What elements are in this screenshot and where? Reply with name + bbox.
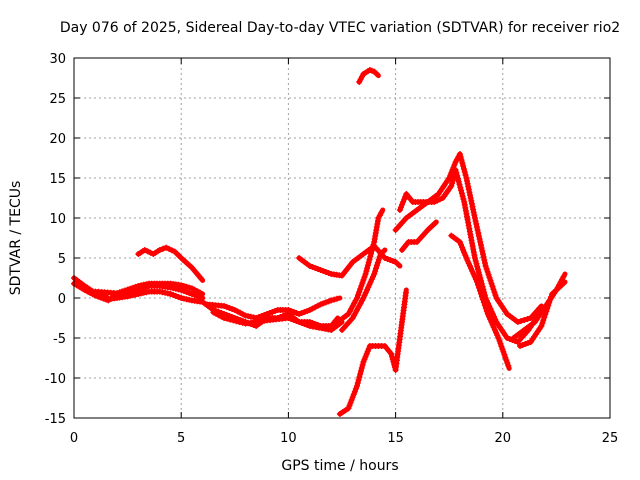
series-markers-track-d bbox=[448, 232, 512, 369]
y-tick-label: 30 bbox=[49, 52, 66, 67]
y-tick-label: 5 bbox=[58, 252, 66, 267]
series-markers-track-low bbox=[336, 289, 409, 417]
series-markers-track-late-b bbox=[517, 281, 566, 349]
series-markers-track-hi-b bbox=[396, 167, 541, 345]
ticks: 0 5 10 15 20 25 -15 -10 -5 0 5 10 15 20 25 30 bbox=[45, 52, 619, 446]
series-layer bbox=[71, 67, 568, 417]
series-markers-track-c bbox=[296, 243, 401, 279]
x-axis-label: GPS time / hours bbox=[281, 458, 398, 474]
y-tick-label: 25 bbox=[49, 92, 66, 107]
grid bbox=[74, 58, 610, 418]
x-tick-label: 15 bbox=[387, 431, 404, 446]
y-tick-label: 0 bbox=[58, 292, 66, 307]
series-markers-track-mid-c bbox=[210, 309, 343, 333]
series-markers-track-rise-a bbox=[334, 209, 385, 325]
series-markers-track-mid-b bbox=[203, 295, 340, 321]
y-axis-label: SDTVAR / TECUs bbox=[8, 181, 24, 296]
plot-frame bbox=[73, 57, 611, 419]
series-markers-track-hump bbox=[135, 244, 204, 282]
x-tick-label: 5 bbox=[177, 431, 185, 446]
series-markers-track-hi-a bbox=[392, 151, 543, 325]
y-tick-label: -10 bbox=[45, 372, 66, 387]
x-tick-label: 0 bbox=[70, 431, 78, 446]
series-markers-track-hi-c bbox=[399, 221, 438, 253]
y-tick-label: 10 bbox=[49, 212, 66, 227]
series-markers-track-top bbox=[356, 67, 380, 85]
chart-title: Day 076 of 2025, Sidereal Day-to-day VTE… bbox=[60, 20, 620, 36]
y-tick-label: 20 bbox=[49, 132, 66, 147]
series-markers-track-rise-b bbox=[339, 249, 386, 333]
x-tick-label: 10 bbox=[280, 431, 297, 446]
x-tick-label: 20 bbox=[495, 431, 512, 446]
y-tick-label: -15 bbox=[45, 412, 66, 427]
y-tick-label: -5 bbox=[53, 332, 66, 347]
series-markers-track-early-c bbox=[92, 280, 203, 297]
x-tick-label: 25 bbox=[602, 431, 619, 446]
y-tick-label: 15 bbox=[49, 172, 66, 187]
